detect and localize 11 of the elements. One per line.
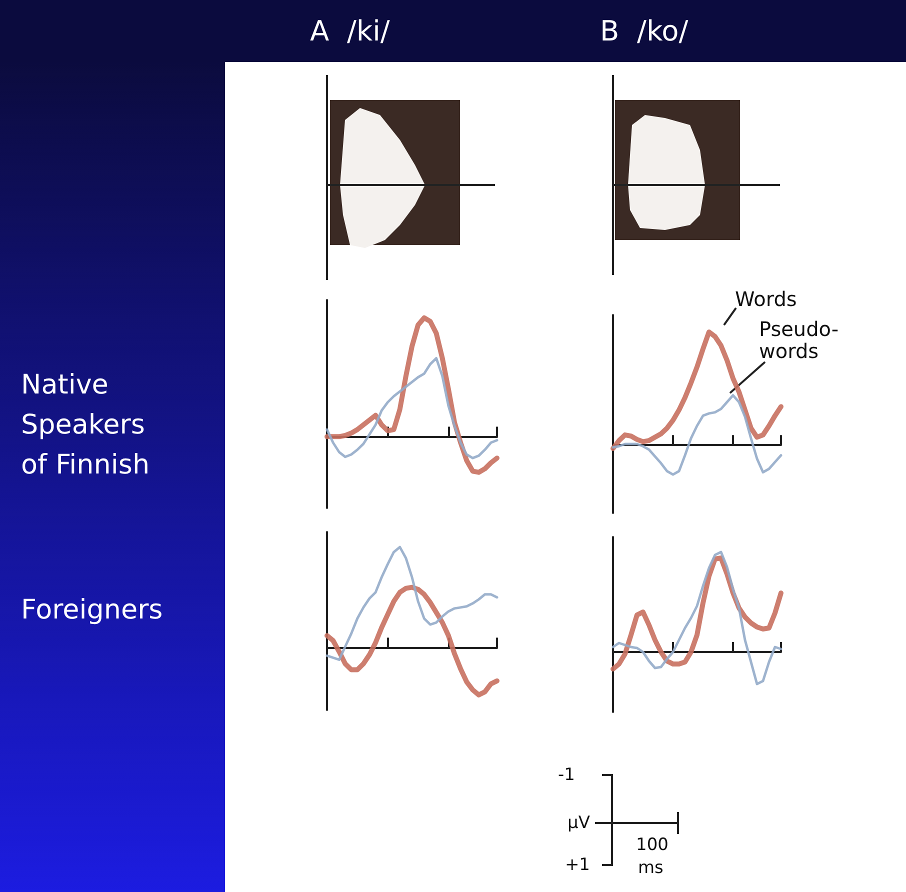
text: ms xyxy=(638,858,664,878)
series-label: Words xyxy=(735,287,797,311)
text: μV xyxy=(568,813,590,833)
text: -1 xyxy=(558,765,575,785)
text: Pseudo-words xyxy=(759,317,839,363)
y-axis-title: Native Speakers of Finnish xyxy=(21,370,154,480)
text: 100 xyxy=(636,835,668,855)
text: +1 xyxy=(564,855,590,875)
chart-title: A /ki/ xyxy=(310,14,390,48)
y-axis-title: Foreigners xyxy=(21,594,163,626)
chart-title: B /ko/ xyxy=(600,14,689,48)
